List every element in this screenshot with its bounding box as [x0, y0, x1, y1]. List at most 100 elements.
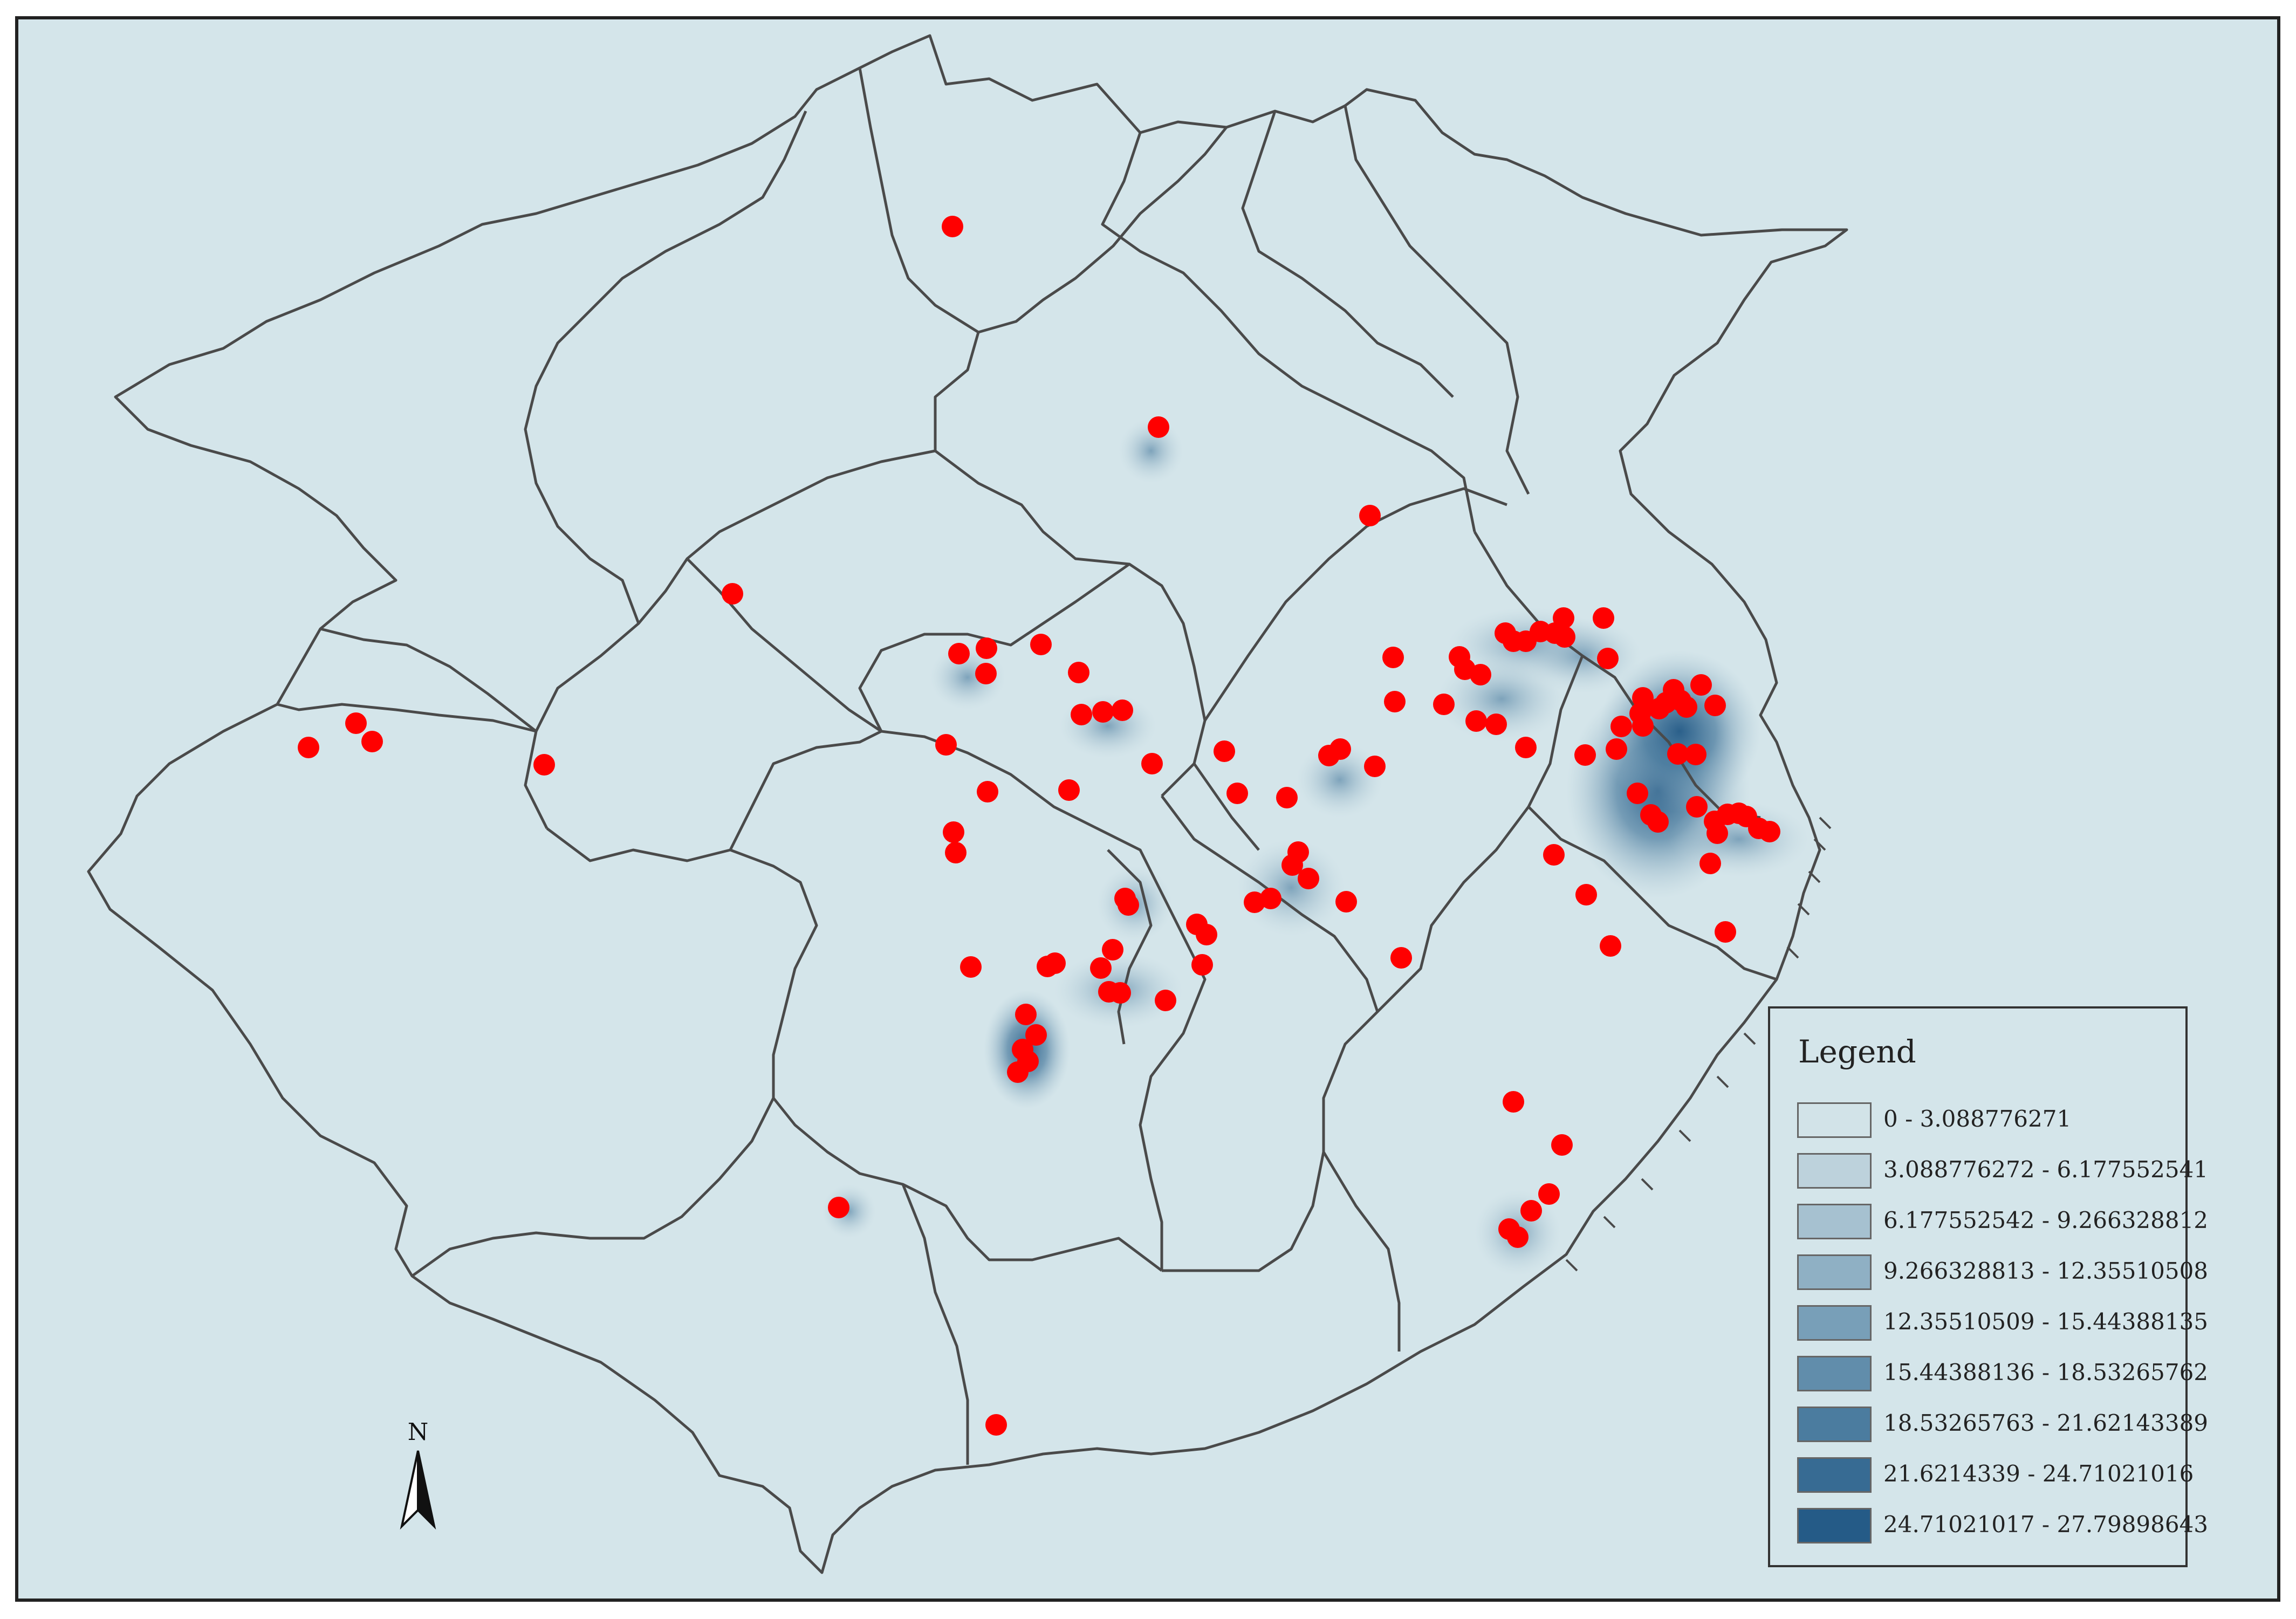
legend: Legend 0 - 3.088776271 3.088776272 - 6.17…: [1768, 1006, 2208, 1567]
sample-point: [1214, 740, 1235, 762]
legend-label: 0 - 3.088776271: [1883, 1106, 2072, 1132]
sample-point: [945, 842, 967, 863]
sample-point: [1690, 674, 1712, 696]
sample-point: [1112, 699, 1133, 721]
coastline-islands: [1565, 817, 1832, 1272]
sample-point: [1485, 714, 1507, 735]
legend-swatch: [1797, 1305, 1872, 1341]
sample-point: [975, 663, 997, 684]
sample-point: [828, 1197, 849, 1218]
sample-point: [1520, 1200, 1542, 1222]
sample-point: [1141, 753, 1163, 774]
sample-point: [1632, 687, 1654, 709]
legend-swatch: [1797, 1356, 1872, 1391]
sample-point: [1092, 701, 1114, 723]
sample-point: [1196, 924, 1217, 945]
sample-point: [1706, 822, 1728, 844]
sample-point: [1226, 783, 1248, 804]
sample-point: [1667, 743, 1689, 765]
sample-point: [722, 583, 743, 605]
legend-row: 21.6214339 - 24.71021016: [1797, 1455, 2194, 1494]
sample-point: [1118, 894, 1139, 916]
legend-label: 3.088776272 - 6.177552541: [1883, 1156, 2209, 1183]
sample-point: [1384, 691, 1406, 712]
sample-point: [1382, 647, 1404, 668]
sample-point: [960, 956, 982, 978]
sample-point: [1606, 738, 1627, 760]
sample-point: [1503, 1091, 1524, 1113]
legend-label: 18.53265763 - 21.62143389: [1883, 1410, 2209, 1436]
sample-point: [345, 712, 367, 734]
sample-point: [1281, 854, 1303, 876]
legend-label: 6.177552542 - 9.266328812: [1883, 1207, 2209, 1233]
sample-point: [1071, 704, 1092, 725]
sample-point: [1329, 738, 1351, 760]
sample-point: [1610, 716, 1632, 737]
legend-row: 0 - 3.088776271: [1797, 1100, 2180, 1139]
sample-point: [1030, 634, 1052, 655]
sample-point: [1244, 891, 1265, 913]
sample-point: [1553, 607, 1574, 629]
legend-row: 9.266328813 - 12.35510508: [1797, 1252, 2208, 1291]
sample-point: [1470, 664, 1491, 685]
legend-swatch: [1797, 1407, 1872, 1442]
legend-row: 6.177552542 - 9.266328812: [1797, 1202, 2208, 1240]
legend-swatch: [1797, 1204, 1872, 1239]
legend-row: 18.53265763 - 21.62143389: [1797, 1404, 2208, 1443]
sample-point: [1715, 921, 1736, 943]
sample-point: [1364, 756, 1386, 777]
sample-point: [1507, 1226, 1529, 1248]
sample-point: [1359, 505, 1381, 526]
sample-point: [1685, 744, 1706, 765]
map-canvas: [87, 34, 1848, 1574]
density-layer: [822, 419, 1809, 1276]
sample-point: [1090, 957, 1112, 979]
sample-points: [298, 216, 1780, 1436]
legend-swatch: [1797, 1153, 1872, 1189]
north-arrow-icon: [400, 1450, 436, 1530]
sample-point: [1551, 1134, 1573, 1156]
legend-row: 12.35510509 - 15.44388135: [1797, 1303, 2208, 1342]
sample-point: [1044, 952, 1066, 974]
sample-point: [1699, 853, 1721, 874]
sample-point: [1276, 787, 1298, 808]
sample-point: [1465, 710, 1487, 732]
sample-point: [948, 643, 970, 664]
sample-point: [1593, 607, 1614, 629]
sample-point: [943, 821, 964, 843]
sample-point: [1015, 1004, 1037, 1025]
legend-swatch: [1797, 1102, 1872, 1138]
sample-point: [1597, 648, 1619, 669]
legend-row: 24.71021017 - 27.79898643: [1797, 1506, 2208, 1545]
sample-point: [1554, 626, 1575, 648]
sample-point: [1686, 796, 1708, 818]
sample-point: [1148, 416, 1169, 438]
sample-point: [1191, 954, 1213, 976]
legend-label: 15.44388136 - 18.53265762: [1883, 1359, 2209, 1385]
sample-point: [361, 731, 383, 752]
sample-point: [942, 216, 963, 237]
sample-point: [1575, 884, 1597, 905]
sample-point: [976, 637, 997, 659]
province-boundaries: [87, 34, 1848, 1574]
sample-point: [1007, 1061, 1029, 1083]
legend-label: 21.6214339 - 24.71021016: [1883, 1460, 2194, 1487]
north-label: N: [407, 1418, 429, 1446]
sample-point: [1058, 779, 1080, 801]
sample-point: [1632, 715, 1654, 737]
legend-swatch: [1797, 1254, 1872, 1290]
sample-point: [1102, 939, 1123, 961]
sample-point: [985, 1414, 1007, 1436]
sample-point: [935, 734, 957, 756]
sample-point: [1574, 744, 1596, 766]
sample-point: [1025, 1024, 1047, 1046]
sample-point: [1676, 696, 1697, 718]
north-arrow: N: [388, 1418, 448, 1542]
sample-point: [1155, 990, 1176, 1011]
sample-point: [1663, 679, 1684, 701]
sample-point: [1433, 694, 1455, 715]
sample-point: [1068, 662, 1089, 683]
sample-point: [1627, 783, 1648, 804]
legend-row: 15.44388136 - 18.53265762: [1797, 1354, 2208, 1392]
sample-point: [298, 737, 319, 758]
